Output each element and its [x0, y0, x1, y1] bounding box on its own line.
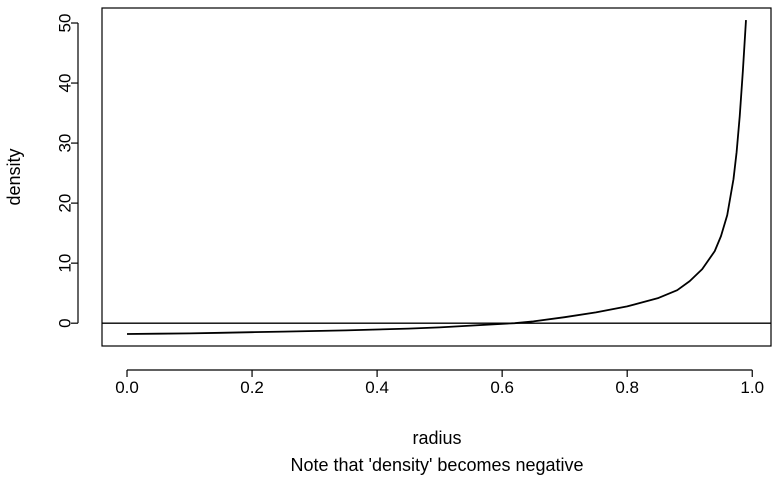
x-tick-label: 0.4: [365, 378, 389, 397]
x-tick-label: 1.0: [740, 378, 764, 397]
y-tick-label: 20: [56, 194, 75, 213]
chart-subtitle: Note that 'density' becomes negative: [290, 455, 583, 475]
y-tick-label: 10: [56, 254, 75, 273]
y-axis-label: density: [4, 148, 24, 205]
x-tick-label: 0.0: [115, 378, 139, 397]
y-tick-label: 30: [56, 134, 75, 153]
y-tick-label: 50: [56, 14, 75, 33]
y-tick-label: 40: [56, 74, 75, 93]
y-tick-label: 0: [56, 318, 75, 327]
x-tick-label: 0.2: [240, 378, 264, 397]
density-curve-line: [127, 19, 747, 335]
x-axis-label: radius: [412, 428, 461, 448]
x-tick-label: 0.8: [615, 378, 639, 397]
plot-frame: [101, 7, 772, 347]
x-tick-label: 0.6: [490, 378, 514, 397]
